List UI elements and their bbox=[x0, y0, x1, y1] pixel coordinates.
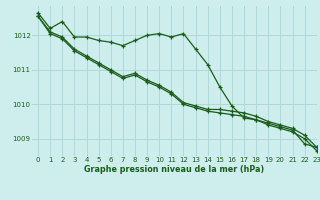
X-axis label: Graphe pression niveau de la mer (hPa): Graphe pression niveau de la mer (hPa) bbox=[84, 165, 265, 174]
